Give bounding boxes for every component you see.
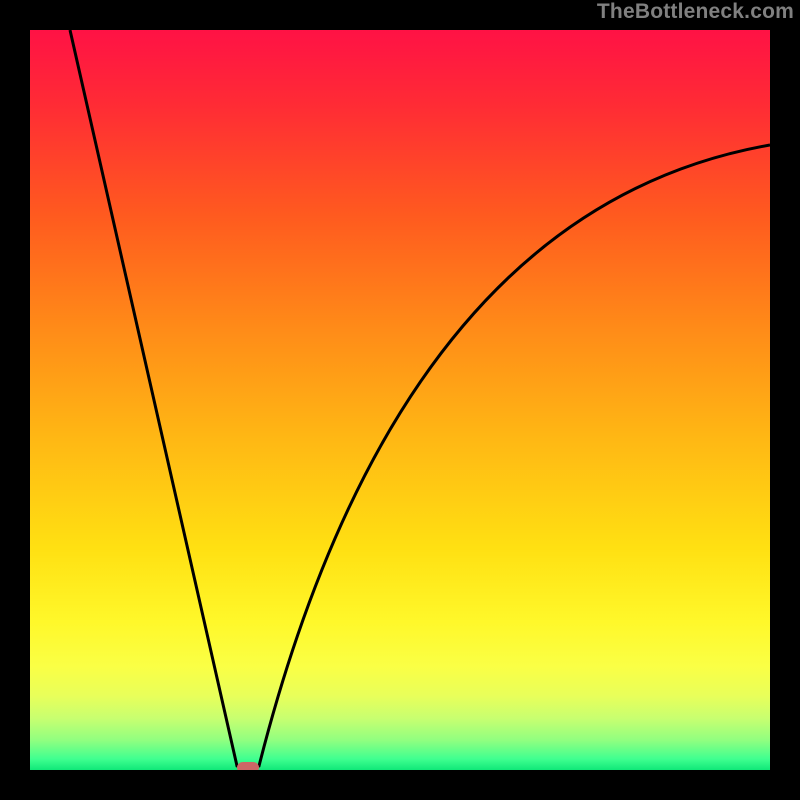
frame-right [770,0,800,800]
watermark-text: TheBottleneck.com [597,0,794,24]
trough-marker [237,762,259,770]
plot-svg [30,30,770,770]
chart-canvas: TheBottleneck.com [0,0,800,800]
frame-left [0,0,30,800]
frame-bottom [0,770,800,800]
gradient-background [30,30,770,770]
